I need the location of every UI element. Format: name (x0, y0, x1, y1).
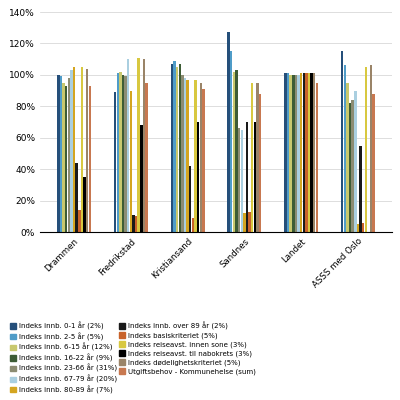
Bar (81, 67, 83, 232)
Bar (228, 32, 230, 232)
Bar (259, 94, 261, 232)
Bar (194, 80, 197, 232)
Bar (290, 75, 292, 232)
Bar (135, 216, 137, 232)
Bar (171, 64, 173, 232)
Bar (176, 67, 178, 232)
Bar (346, 83, 349, 232)
Bar (251, 83, 254, 232)
Bar (140, 125, 142, 232)
Bar (116, 73, 119, 232)
Bar (132, 215, 135, 232)
Bar (370, 66, 372, 232)
Bar (313, 73, 316, 232)
Bar (246, 122, 248, 232)
Bar (70, 70, 73, 232)
Bar (354, 90, 356, 232)
Bar (60, 76, 62, 232)
Bar (254, 122, 256, 232)
Bar (305, 73, 308, 232)
Bar (292, 75, 294, 232)
Bar (344, 66, 346, 232)
Bar (256, 83, 259, 232)
Bar (359, 146, 362, 232)
Bar (124, 76, 127, 232)
Bar (284, 73, 287, 232)
Bar (308, 73, 310, 232)
Bar (57, 75, 60, 232)
Bar (119, 72, 122, 232)
Bar (295, 75, 297, 232)
Bar (287, 73, 289, 232)
Bar (235, 70, 238, 232)
Bar (186, 80, 189, 232)
Bar (248, 212, 251, 232)
Bar (73, 67, 75, 232)
Bar (302, 73, 305, 232)
Bar (352, 100, 354, 232)
Bar (173, 61, 176, 232)
Bar (88, 86, 91, 232)
Bar (230, 51, 232, 232)
Bar (357, 224, 359, 232)
Bar (372, 94, 375, 232)
Bar (202, 89, 204, 232)
Bar (197, 122, 199, 232)
Bar (297, 75, 300, 232)
Bar (65, 86, 68, 232)
Bar (76, 163, 78, 232)
Bar (341, 51, 344, 232)
Bar (68, 78, 70, 232)
Bar (240, 130, 243, 232)
Bar (145, 83, 148, 232)
Bar (192, 218, 194, 232)
Bar (130, 90, 132, 232)
Bar (364, 67, 367, 232)
Bar (310, 73, 313, 232)
Bar (189, 166, 192, 232)
Bar (349, 103, 351, 232)
Bar (178, 64, 181, 232)
Bar (127, 59, 130, 232)
Bar (233, 72, 235, 232)
Bar (83, 177, 86, 232)
Bar (62, 83, 65, 232)
Legend: Indeks innb. 0-1 år (2%), Indeks innb. 2-5 år (5%), Indeks innb. 6-15 år (12%), : Indeks innb. 0-1 år (2%), Indeks innb. 2… (8, 319, 258, 396)
Bar (143, 59, 145, 232)
Bar (114, 92, 116, 232)
Bar (238, 128, 240, 232)
Bar (122, 75, 124, 232)
Bar (200, 83, 202, 232)
Bar (138, 58, 140, 232)
Bar (78, 210, 80, 232)
Bar (243, 213, 246, 232)
Bar (181, 75, 184, 232)
Bar (184, 78, 186, 232)
Bar (316, 83, 318, 232)
Bar (86, 68, 88, 232)
Bar (362, 222, 364, 232)
Bar (300, 73, 302, 232)
